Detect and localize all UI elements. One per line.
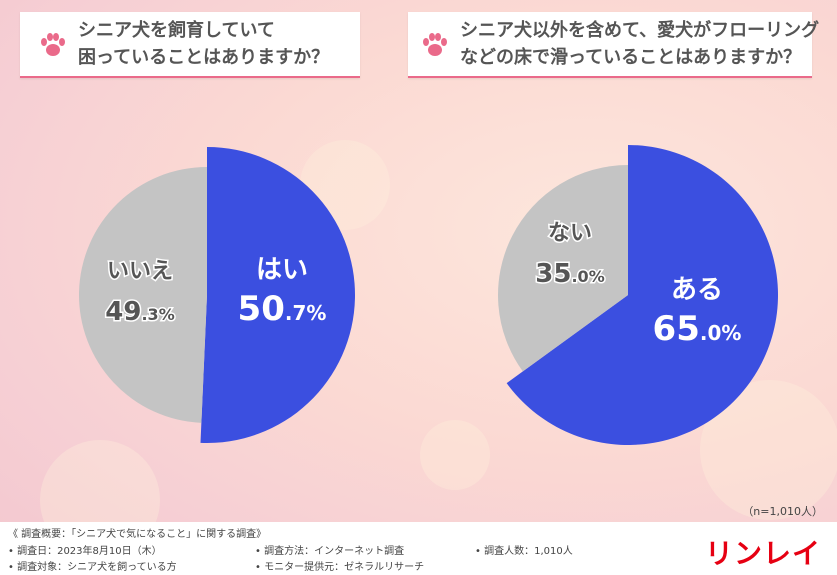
pie2-value-minor: 35.0% bbox=[535, 259, 604, 289]
question-text-2: シニア犬以外を含めて、愛犬がフローリング などの床で滑っていることはありますか？ bbox=[460, 20, 820, 68]
paw-icon bbox=[423, 33, 447, 56]
pie2-slice-major bbox=[506, 145, 779, 445]
paw-icon bbox=[41, 33, 65, 56]
question-box-2: シニア犬以外を含めて、愛犬がフローリング などの床で滑っていることはありますか？ bbox=[408, 12, 819, 78]
survey-overview: 《 調査概要：「シニア犬で気になること」に関する調査》 bbox=[8, 529, 267, 540]
pie2-label-minor: ない bbox=[548, 221, 592, 246]
question-box-1: シニア犬を飼育していて 困っていることはありますか？ bbox=[20, 12, 360, 78]
survey-target: • 調査対象：シニア犬を飼っている方 bbox=[8, 562, 177, 573]
survey-method: • 調査方法：インターネット調査 bbox=[255, 546, 405, 557]
survey-date: • 調査日：2023年8月10日（木） bbox=[8, 546, 162, 557]
survey-count: • 調査人数：1,010人 bbox=[475, 546, 573, 557]
pie1-slice-major bbox=[200, 147, 355, 443]
pie1-slice-minor bbox=[78, 167, 207, 423]
sample-size-label: （n=1,010人） bbox=[742, 505, 823, 518]
footer: 《 調査概要：「シニア犬で気になること」に関する調査》 • 調査日：2023年8… bbox=[0, 522, 837, 575]
pie2-label-major: ある bbox=[671, 275, 723, 305]
pie2-slice-minor bbox=[498, 165, 628, 372]
rinrei-logo: リンレイ bbox=[704, 537, 821, 570]
question-text-1: シニア犬を飼育していて 困っていることはありますか？ bbox=[78, 20, 330, 68]
survey-provider: • モニター提供元：ゼネラルリサーチ bbox=[255, 562, 425, 573]
pie2-value-major: 65.0% bbox=[653, 309, 742, 349]
pie1-label-minor: いいえ bbox=[107, 259, 173, 284]
pie1-value-minor: 49.3% bbox=[105, 297, 174, 327]
bokeh-light bbox=[420, 420, 490, 490]
pie1-label-major: はい bbox=[256, 255, 308, 285]
pie1-value-major: 50.7% bbox=[238, 289, 327, 329]
